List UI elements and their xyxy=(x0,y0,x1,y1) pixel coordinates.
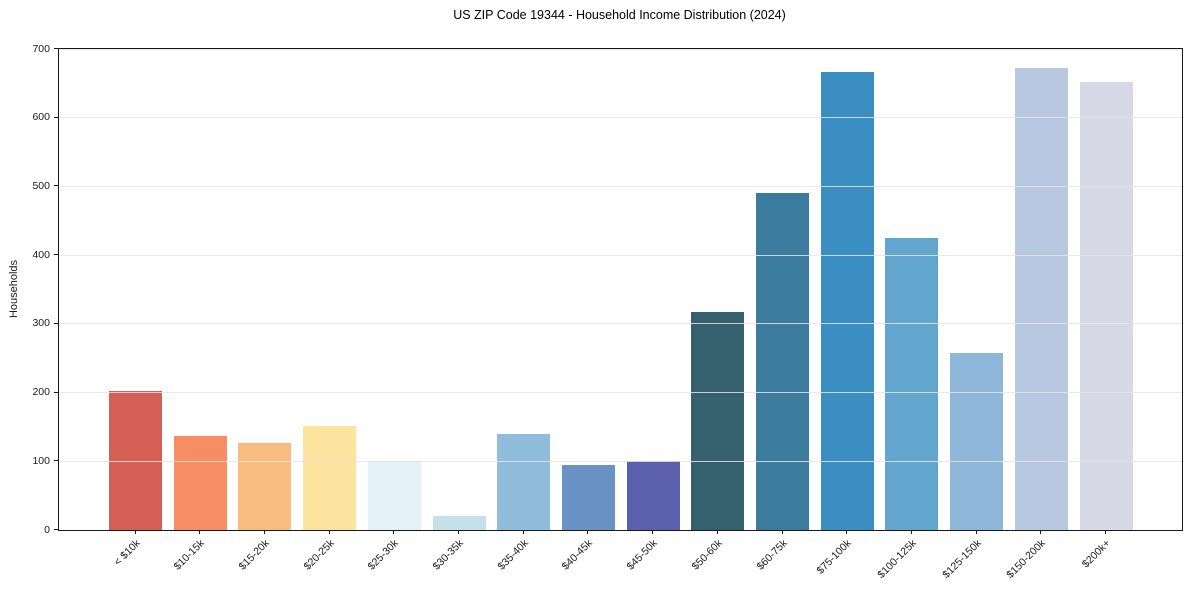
x-tick-mark-$50-60k xyxy=(716,530,718,534)
gridline-200 xyxy=(59,392,1182,394)
bar-$150-200k xyxy=(1014,68,1068,530)
y-tick-label-400: 400 xyxy=(32,248,50,261)
y-tick-mark-600 xyxy=(54,116,58,118)
x-tick-mark-$60-75k xyxy=(781,530,783,534)
y-tick-label-200: 200 xyxy=(32,386,50,399)
y-tick-label-700: 700 xyxy=(32,42,50,55)
bar-$15-20k xyxy=(238,443,292,530)
x-tick-mark-$150-200k xyxy=(1040,530,1042,534)
bar-$20-25k xyxy=(303,426,357,530)
gridline-400 xyxy=(59,254,1182,256)
bar-$25-30k xyxy=(367,461,421,530)
y-tick-label-100: 100 xyxy=(32,454,50,467)
y-tick-mark-700 xyxy=(54,48,58,49)
bar-$200k+ xyxy=(1079,81,1133,530)
plot-area xyxy=(58,48,1183,531)
bar-< $10k xyxy=(109,390,162,530)
y-tick-label-300: 300 xyxy=(32,317,50,330)
y-tick-mark-200 xyxy=(54,391,58,393)
x-tick-mark-$25-30k xyxy=(393,530,395,534)
y-axis-title: Households xyxy=(8,259,20,318)
y-tick-mark-500 xyxy=(54,185,58,187)
gridline-500 xyxy=(59,185,1182,187)
gridline-300 xyxy=(59,323,1182,325)
x-tick-mark-$10-15k xyxy=(199,530,201,534)
gridline-600 xyxy=(59,117,1182,119)
y-tick-label-600: 600 xyxy=(32,111,50,124)
x-tick-mark-$100-125k xyxy=(910,530,912,534)
x-tick-mark-$125-150k xyxy=(975,530,977,534)
y-tick-label-0: 0 xyxy=(44,523,50,536)
x-tick-mark-$20-25k xyxy=(328,530,330,534)
x-tick-mark-$200k+ xyxy=(1105,530,1106,534)
x-tick-mark-$45-50k xyxy=(652,530,654,534)
x-tick-mark-$15-20k xyxy=(263,530,265,534)
bar-$100-125k xyxy=(885,237,939,530)
gridline-700 xyxy=(59,48,1182,50)
bar-$50-60k xyxy=(691,311,745,530)
bar-$75-100k xyxy=(820,72,874,530)
y-tick-label-500: 500 xyxy=(32,179,50,192)
bar-$30-35k xyxy=(432,515,486,530)
x-tick-mark-$75-100k xyxy=(846,530,848,534)
x-tick-mark-< $10k xyxy=(134,530,136,534)
bar-$40-45k xyxy=(561,464,615,530)
y-tick-mark-300 xyxy=(54,322,58,324)
x-tick-mark-$30-35k xyxy=(458,530,459,534)
bar-$60-75k xyxy=(756,193,809,530)
y-tick-mark-0 xyxy=(54,529,58,530)
gridline-100 xyxy=(59,460,1182,462)
bar-$125-150k xyxy=(950,352,1004,530)
y-tick-mark-100 xyxy=(54,460,58,462)
x-tick-mark-$40-45k xyxy=(587,530,589,534)
bar-$45-50k xyxy=(626,460,680,530)
bar-$10-15k xyxy=(173,435,227,530)
y-tick-mark-400 xyxy=(54,254,58,256)
x-tick-mark-$35-40k xyxy=(522,530,524,534)
bar-$35-40k xyxy=(497,433,551,530)
chart-title: US ZIP Code 19344 - Household Income Dis… xyxy=(453,8,786,22)
x-tick-label-< $10k: < $10k xyxy=(111,537,143,569)
